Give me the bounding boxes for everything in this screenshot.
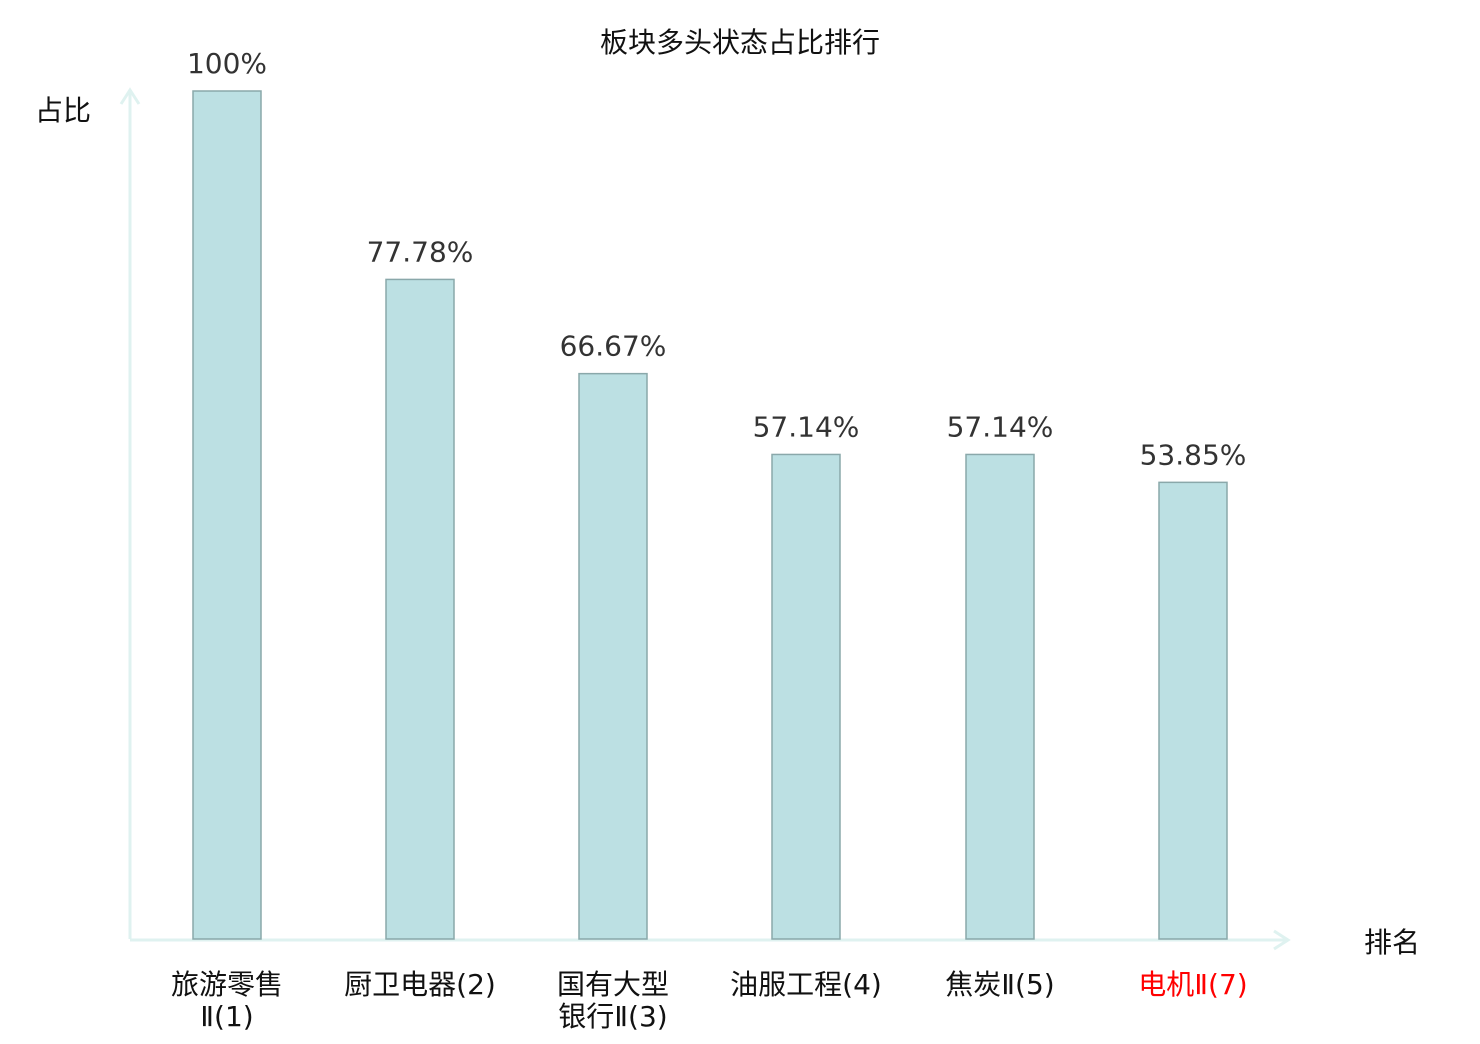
bar bbox=[965, 453, 1035, 940]
data-label: 57.14% bbox=[947, 410, 1054, 443]
y-axis-arrow-icon bbox=[119, 87, 141, 105]
chart-title: 板块多头状态占比排行 bbox=[600, 26, 880, 59]
x-tick-label: 银行Ⅱ(3) bbox=[558, 1000, 667, 1033]
axes bbox=[119, 87, 1291, 951]
data-label: 100% bbox=[187, 47, 267, 80]
x-axis-arrow-icon bbox=[1273, 929, 1291, 951]
x-tick-label: Ⅱ(1) bbox=[200, 1000, 253, 1033]
bar bbox=[192, 90, 262, 940]
data-label: 66.67% bbox=[560, 330, 667, 363]
x-tick-label: 焦炭Ⅱ(5) bbox=[945, 968, 1054, 1001]
data-label: 53.85% bbox=[1140, 438, 1247, 471]
y-axis-label: 占比 bbox=[35, 94, 91, 127]
x-tick-label: 厨卫电器(2) bbox=[344, 968, 496, 1001]
x-axis-label: 排名 bbox=[1364, 926, 1420, 959]
bar bbox=[385, 278, 455, 940]
x-tick-label: 油服工程(4) bbox=[730, 968, 882, 1001]
x-tick-label: 电机Ⅱ(7) bbox=[1138, 968, 1247, 1001]
bar bbox=[578, 372, 648, 940]
data-label: 57.14% bbox=[753, 410, 860, 443]
data-label: 77.78% bbox=[367, 235, 474, 268]
x-tick-label: 旅游零售 bbox=[171, 968, 283, 1001]
bar bbox=[1158, 481, 1228, 940]
bar bbox=[771, 453, 841, 940]
x-tick-label: 国有大型 bbox=[557, 968, 669, 1001]
